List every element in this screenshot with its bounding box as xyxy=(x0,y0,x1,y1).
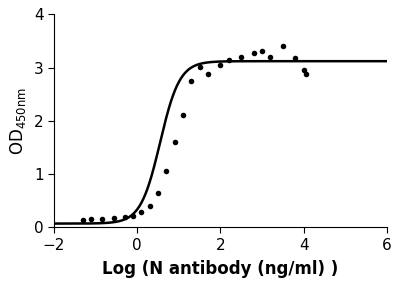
Point xyxy=(238,55,244,59)
Point xyxy=(302,72,309,76)
Y-axis label: OD$_{\mathregular{450nm}}$: OD$_{\mathregular{450nm}}$ xyxy=(8,87,28,155)
Point xyxy=(80,218,86,223)
Point xyxy=(292,56,298,60)
Point xyxy=(172,140,178,144)
Point xyxy=(99,217,105,221)
Point xyxy=(250,50,257,55)
Point xyxy=(130,213,136,218)
Point xyxy=(267,55,274,59)
Point xyxy=(205,72,211,76)
Point xyxy=(188,79,194,83)
Point xyxy=(122,214,128,219)
Point xyxy=(259,48,265,53)
Point xyxy=(155,190,161,195)
X-axis label: Log (N antibody (ng/ml) ): Log (N antibody (ng/ml) ) xyxy=(102,260,338,278)
Point xyxy=(300,68,307,73)
Point xyxy=(226,57,232,62)
Point xyxy=(111,216,118,221)
Point xyxy=(217,63,224,67)
Point xyxy=(138,210,144,215)
Point xyxy=(163,169,170,174)
Point xyxy=(88,217,95,222)
Point xyxy=(146,204,153,208)
Point xyxy=(180,113,186,118)
Point xyxy=(196,64,203,69)
Point xyxy=(280,44,286,49)
